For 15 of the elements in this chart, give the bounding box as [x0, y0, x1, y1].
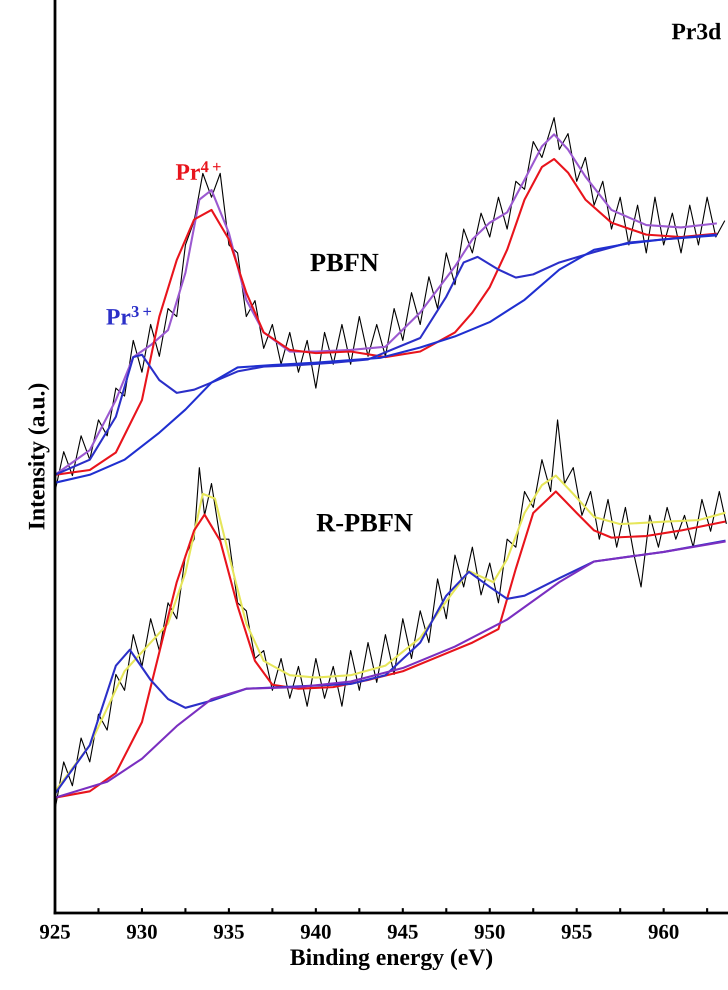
x-tick-label: 960	[648, 924, 678, 939]
annotation: PBFN	[310, 254, 378, 272]
x-tick-label: 930	[126, 924, 157, 939]
x-axis-title: Binding energy (eV)	[290, 948, 492, 970]
y-axis-title: Intensity (a.u.)	[28, 384, 50, 530]
annotation: R-PBFN	[316, 514, 413, 532]
series-label: Pr$^{3+}$	[106, 306, 152, 325]
x-tick-label: 925	[40, 924, 70, 939]
series-label: Pr$^{4+}$	[176, 161, 221, 180]
x-tick-label: 935	[214, 924, 244, 939]
x-tick-label: 940	[300, 924, 331, 939]
x-tick-label: 955	[562, 924, 592, 939]
chart-title: Pr3d	[672, 22, 722, 40]
x-tick-label: 950	[474, 924, 505, 939]
x-tick-label: 945	[388, 924, 418, 939]
